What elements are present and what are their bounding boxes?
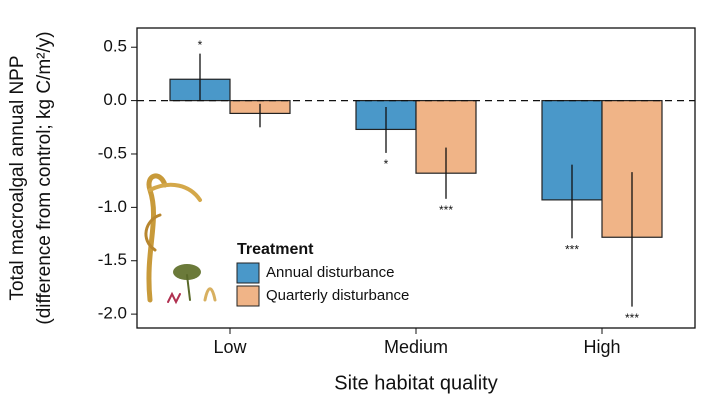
y-tick-label: -0.5 [98,143,127,162]
y-axis-title: Total macroalgal annual NPP [7,55,28,300]
x-tick-label: High [583,337,620,357]
y-tick-label: 0.0 [103,90,127,109]
significance-label: *** [625,311,639,325]
plot-frame [136,27,696,329]
x-tick-label: Low [213,337,247,357]
significance-label: * [198,38,203,52]
y-tick-label: -1.0 [98,197,127,216]
legend-swatch [236,285,260,307]
legend: Treatment Annual disturbance Quarterly dis… [236,241,409,307]
legend-swatch [236,262,260,284]
y-tick-label: -2.0 [98,304,127,323]
significance-label: *** [565,242,579,256]
y-axis-title: (difference from control; kg C/m²/y) [34,31,55,324]
y-tick-label: -1.5 [98,250,127,269]
legend-label: Annual disturbance [266,264,394,281]
legend-title: Treatment [237,241,314,258]
x-axis-title: Site habitat quality [334,372,497,394]
y-tick-label: 0.5 [103,37,127,56]
x-tick-label: Medium [384,337,448,357]
seaweed-illustration [144,173,217,305]
significance-label: *** [439,203,453,217]
legend-label: Quarterly disturbance [266,287,409,304]
significance-label: * [384,157,389,171]
